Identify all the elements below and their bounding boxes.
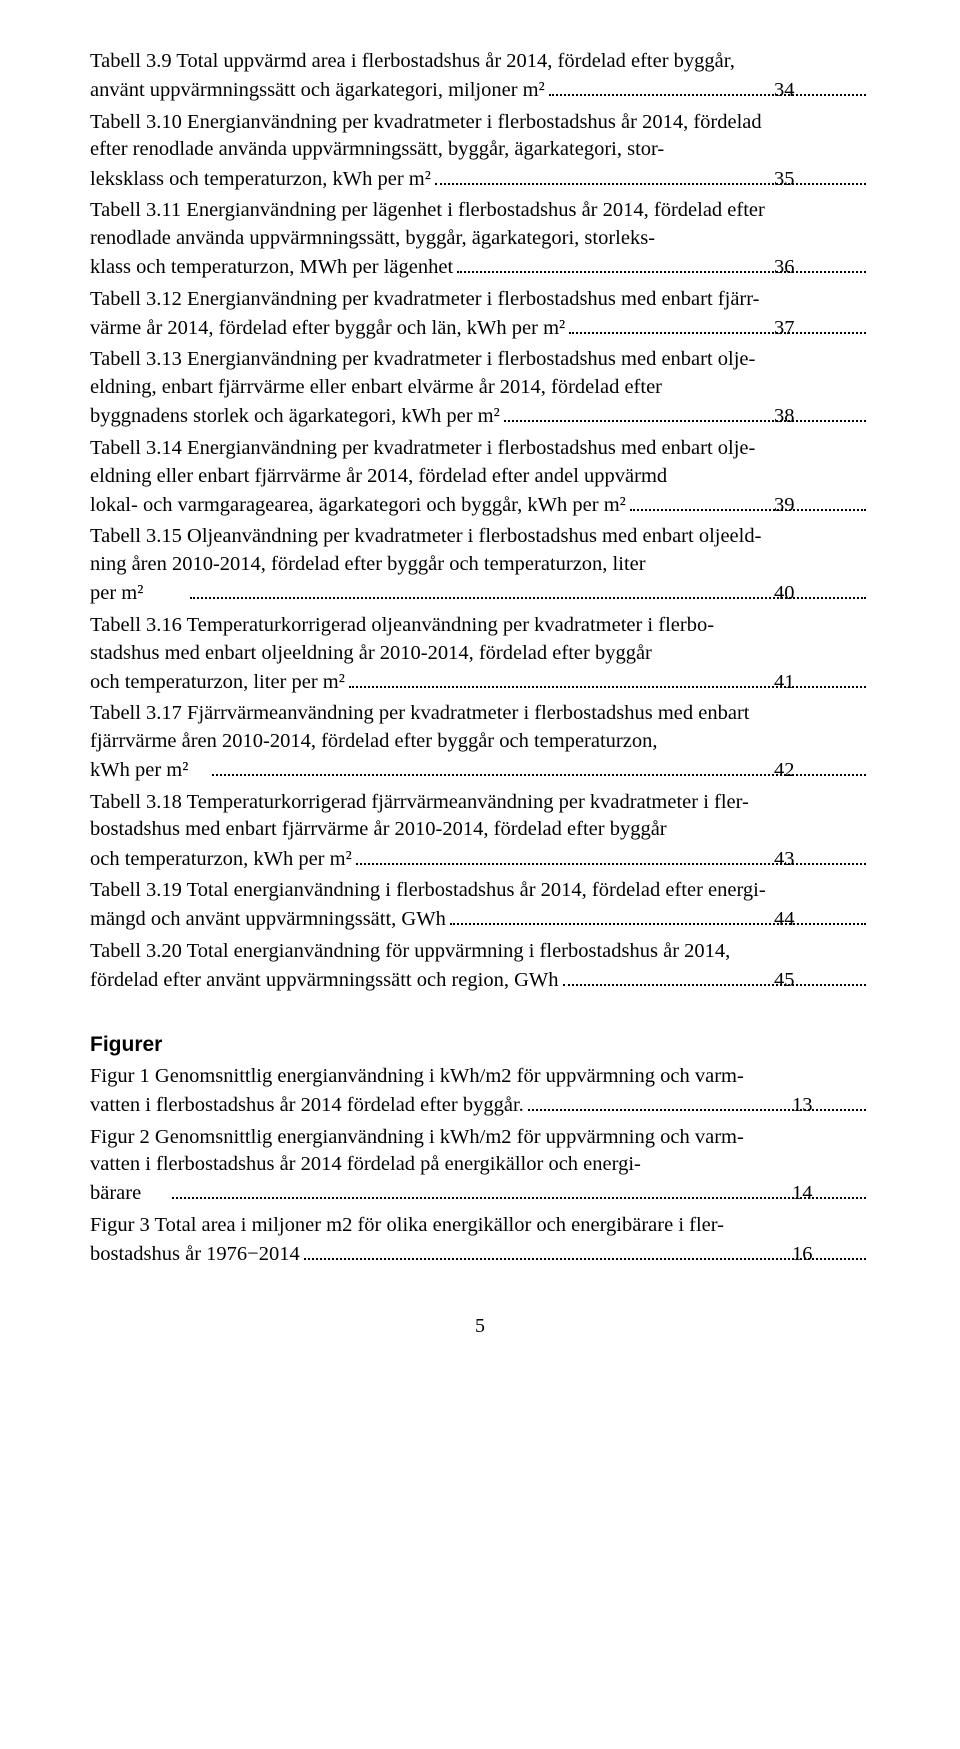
- toc-table-entry-line: Tabell 3.10 Energianvändning per kvadrat…: [186, 109, 870, 137]
- page-number: 5: [90, 1315, 870, 1338]
- toc-table-entry-lastline: använt uppvärmningssätt och ägarkategori…: [186, 76, 870, 105]
- toc-table-entry-lastline: kWh per m²42: [186, 756, 870, 785]
- toc-table-entry-lastline: värme år 2014, fördelad efter byggår och…: [186, 313, 870, 342]
- toc-figure-entry-lasttext: vatten i flerbostadshus år 2014 fördelad…: [168, 1092, 524, 1120]
- toc-table-entry-line: Tabell 3.12 Energianvändning per kvadrat…: [186, 286, 870, 314]
- toc-table-entry-lasttext: leksklass och temperaturzon, kWh per m²: [186, 166, 431, 194]
- toc-table-entry-lastline: leksklass och temperaturzon, kWh per m²3…: [186, 164, 870, 193]
- dot-leader: [212, 756, 866, 776]
- toc-table-entry: Tabell 3.19 Total energianvändning i fle…: [90, 877, 870, 934]
- toc-table-entry-line: Tabell 3.17 Fjärrvärmeanvändning per kva…: [186, 700, 870, 728]
- toc-table-entry-line: eldning, enbart fjärrvärme eller enbart …: [186, 374, 870, 402]
- toc-table-entry-lastline: och temperaturzon, liter per m²41: [186, 667, 870, 696]
- toc-figure-entry-lastline: vatten i flerbostadshus år 2014 fördelad…: [168, 1090, 870, 1119]
- dot-leader: [457, 253, 866, 273]
- toc-table-entry-lastline: klass och temperaturzon, MWh per lägenhe…: [186, 253, 870, 282]
- dot-leader: [304, 1240, 866, 1260]
- toc-table-entry: Tabell 3.15 Oljeanvändning per kvadratme…: [90, 523, 870, 607]
- toc-table-entry-lasttext: mängd och använt uppvärmningssätt, GWh: [186, 906, 446, 934]
- toc-figure-entry-line: Figur 2 Genomsnittlig energianvändning i…: [168, 1124, 870, 1152]
- toc-table-entry-lasttext: byggnadens storlek och ägarkategori, kWh…: [186, 403, 500, 431]
- toc-table-entry-line: Tabell 3.15 Oljeanvändning per kvadratme…: [186, 523, 870, 551]
- toc-table-entry: Tabell 3.11 Energianvändning per lägenhe…: [90, 197, 870, 281]
- toc-table-entry: Tabell 3.17 Fjärrvärmeanvändning per kva…: [90, 700, 870, 784]
- toc-table-entry-line: Tabell 3.20 Total energianvändning för u…: [186, 938, 870, 966]
- toc-table-entry: Tabell 3.18 Temperaturkorrigerad fjärrvä…: [90, 789, 870, 873]
- toc-table-entry-line: renodlade använda uppvärmningssätt, bygg…: [186, 225, 870, 253]
- toc-table-entry-lasttext: och temperaturzon, liter per m²: [186, 669, 345, 697]
- toc-table-entry-line: fjärrvärme åren 2010-2014, fördelad efte…: [186, 728, 870, 756]
- dot-leader: [630, 490, 866, 510]
- toc-table-entry: Tabell 3.13 Energianvändning per kvadrat…: [90, 346, 870, 430]
- toc-figure-entry-lasttext: bostadshus år 1976−2014: [168, 1241, 300, 1269]
- toc-table-entry: Tabell 3.9 Total uppvärmd area i flerbos…: [90, 48, 870, 105]
- toc-table-entry-lasttext: klass och temperaturzon, MWh per lägenhe…: [186, 254, 453, 282]
- toc-figure-entry-line: vatten i flerbostadshus år 2014 fördelad…: [168, 1151, 870, 1179]
- toc-table-entry: Tabell 3.12 Energianvändning per kvadrat…: [90, 286, 870, 343]
- toc-table-entry-line: Tabell 3.13 Energianvändning per kvadrat…: [186, 346, 870, 374]
- dot-leader: [450, 905, 866, 925]
- toc-figure-entry-line: Figur 1 Genomsnittlig energianvändning i…: [168, 1063, 870, 1091]
- toc-table-entry: Tabell 3.14 Energianvändning per kvadrat…: [90, 435, 870, 519]
- toc-table-entry-line: ning åren 2010-2014, fördelad efter bygg…: [186, 551, 870, 579]
- toc-table-entry-lastline: lokal- och varmgaragearea, ägarkategori …: [186, 490, 870, 519]
- toc-figure-entry: Figur 3 Total area i miljoner m2 för oli…: [90, 1212, 870, 1269]
- toc-table-entry-line: bostadshus med enbart fjärrvärme år 2010…: [186, 816, 870, 844]
- toc-figure-entry-line: Figur 3 Total area i miljoner m2 för oli…: [168, 1212, 870, 1240]
- toc-table-entry-lasttext: och temperaturzon, kWh per m²: [186, 846, 352, 874]
- toc-table-entry-lastline: och temperaturzon, kWh per m²43: [186, 844, 870, 873]
- figures-toc-list: Figur 1 Genomsnittlig energianvändning i…: [90, 1063, 870, 1269]
- figures-heading: Figurer: [90, 1033, 870, 1057]
- toc-table-entry-lasttext: kWh per m²: [186, 757, 208, 785]
- toc-table-entry-lasttext: lokal- och varmgaragearea, ägarkategori …: [186, 492, 626, 520]
- dot-leader: [504, 402, 866, 422]
- dot-leader: [435, 164, 866, 184]
- toc-table-entry: Tabell 3.10 Energianvändning per kvadrat…: [90, 109, 870, 193]
- document-page: Tabell 3.9 Total uppvärmd area i flerbos…: [0, 0, 960, 1398]
- toc-figure-entry-lastline: bostadshus år 1976−201416: [168, 1240, 870, 1269]
- toc-table-entry-line: Tabell 3.9 Total uppvärmd area i flerbos…: [186, 48, 870, 76]
- dot-leader: [190, 579, 866, 599]
- toc-table-entry-lastline: per m²40: [186, 579, 870, 608]
- toc-figure-entry: Figur 2 Genomsnittlig energianvändning i…: [90, 1124, 870, 1208]
- dot-leader: [528, 1090, 866, 1110]
- toc-table-entry-line: stadshus med enbart oljeeldning år 2010-…: [186, 640, 870, 668]
- toc-table-entry-line: Tabell 3.16 Temperaturkorrigerad oljeanv…: [186, 612, 870, 640]
- toc-table-entry-lastline: fördelad efter använt uppvärmningssätt o…: [186, 966, 870, 995]
- dot-leader: [549, 76, 866, 96]
- toc-figure-entry-lastline: bärare14: [168, 1179, 870, 1208]
- toc-table-entry-line: Tabell 3.11 Energianvändning per lägenhe…: [186, 197, 870, 225]
- toc-table-entry-line: Tabell 3.14 Energianvändning per kvadrat…: [186, 435, 870, 463]
- toc-table-entry-lasttext: fördelad efter använt uppvärmningssätt o…: [186, 967, 559, 995]
- toc-table-entry-line: Tabell 3.19 Total energianvändning i fle…: [186, 877, 870, 905]
- toc-table-entry-line: Tabell 3.18 Temperaturkorrigerad fjärrvä…: [186, 789, 870, 817]
- toc-table-entry-lastline: byggnadens storlek och ägarkategori, kWh…: [186, 402, 870, 431]
- toc-table-entry-lastline: mängd och använt uppvärmningssätt, GWh44: [186, 905, 870, 934]
- toc-table-entry: Tabell 3.20 Total energianvändning för u…: [90, 938, 870, 995]
- dot-leader: [563, 966, 867, 986]
- toc-table-entry: Tabell 3.16 Temperaturkorrigerad oljeanv…: [90, 612, 870, 696]
- toc-table-entry-lasttext: använt uppvärmningssätt och ägarkategori…: [186, 77, 545, 105]
- toc-table-entry-line: efter renodlade använda uppvärmningssätt…: [186, 136, 870, 164]
- dot-leader: [569, 313, 866, 333]
- toc-figure-entry: Figur 1 Genomsnittlig energianvändning i…: [90, 1063, 870, 1120]
- dot-leader: [172, 1179, 866, 1199]
- toc-table-entry-line: eldning eller enbart fjärrvärme år 2014,…: [186, 463, 870, 491]
- tables-toc-list: Tabell 3.9 Total uppvärmd area i flerbos…: [90, 48, 870, 995]
- toc-table-entry-lasttext: värme år 2014, fördelad efter byggår och…: [186, 315, 565, 343]
